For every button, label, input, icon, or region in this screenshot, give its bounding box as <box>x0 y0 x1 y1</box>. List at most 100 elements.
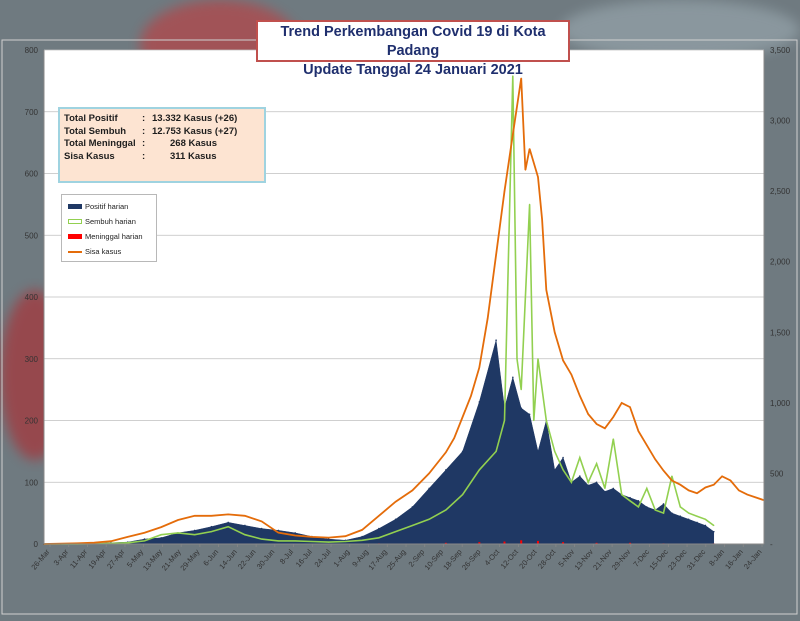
y-left-tick-label: 200 <box>25 417 39 426</box>
series-positif-point <box>687 518 690 521</box>
series-sembuh-point <box>629 500 631 502</box>
series-sembuh-point <box>654 509 656 511</box>
series-positif-point <box>160 537 163 539</box>
series-sembuh-point <box>328 541 330 543</box>
series-sisa-point <box>541 218 543 220</box>
series-sembuh-point <box>378 537 380 539</box>
chart-title-box: Trend Perkembangan Covid 19 di Kota Pada… <box>256 20 570 78</box>
series-sisa-point <box>395 501 397 503</box>
series-positif-point <box>579 475 581 477</box>
series-sembuh-point <box>604 487 606 490</box>
y-left-tick-label: 100 <box>25 478 39 487</box>
series-sisa-point <box>688 489 690 491</box>
series-sisa-point <box>227 513 229 515</box>
x-tick-label: 8-Jul <box>278 547 296 565</box>
series-sisa-point <box>487 317 489 319</box>
y-right-tick-label: 1,000 <box>770 399 791 408</box>
series-sisa-point <box>524 169 526 171</box>
x-tick-label: 20-Oct <box>517 547 539 571</box>
series-sembuh-point <box>177 532 179 534</box>
summary-value: 13.332 Kasus (+26) <box>152 113 238 124</box>
series-positif-point <box>461 450 464 453</box>
summary-label: Total Positif <box>64 113 118 124</box>
summary-label: Total Sembuh <box>64 125 127 137</box>
series-sembuh-point <box>512 75 514 77</box>
x-tick-label: 15-Dec <box>647 547 670 571</box>
series-sisa-point <box>160 526 162 528</box>
legend-swatch <box>68 219 82 224</box>
series-sembuh-point <box>478 469 480 471</box>
series-positif-point <box>520 407 523 409</box>
series-meninggal-bar <box>503 541 506 544</box>
series-sisa-point <box>512 134 514 136</box>
series-sembuh-point <box>503 419 506 422</box>
series-positif-point <box>704 524 707 527</box>
series-positif-point <box>512 376 514 379</box>
series-positif-point <box>277 529 280 532</box>
series-sisa-point <box>704 486 706 489</box>
series-meninggal-bar <box>629 542 632 544</box>
series-sembuh-point <box>688 512 690 514</box>
series-sisa-point <box>210 515 213 517</box>
summary-separator: : <box>142 113 146 124</box>
x-tick-label: 24-Jan <box>742 548 764 571</box>
series-sisa-point <box>612 416 614 418</box>
series-meninggal-bar <box>562 542 565 544</box>
series-sisa-point <box>127 536 129 538</box>
series-sisa-point <box>587 413 589 415</box>
y-right-tick-label: 3,500 <box>770 46 791 55</box>
series-positif-point <box>612 487 615 490</box>
x-tick-label: 26-Mar <box>29 547 51 571</box>
x-tick-label: 28-Oct <box>536 547 558 571</box>
series-positif-point <box>411 506 414 508</box>
series-sisa-point <box>261 520 263 523</box>
series-sisa-point <box>629 406 631 408</box>
summary-value: 268 Kasus <box>170 138 218 149</box>
series-sembuh-line <box>44 75 715 545</box>
series-sembuh-point <box>637 506 640 508</box>
x-tick-label: 25-Aug <box>385 548 407 572</box>
series-sembuh-point <box>704 518 706 520</box>
series-positif-point <box>227 521 229 524</box>
legend-item-sembuh: Sembuh harian <box>68 214 156 229</box>
series-meninggal-bar <box>478 542 481 544</box>
series-positif-point <box>445 469 447 471</box>
series-sisa-point <box>428 472 430 475</box>
series-sisa-point <box>528 148 531 150</box>
series-sisa-point <box>671 479 673 482</box>
series-sisa-point <box>478 366 480 369</box>
y-right-tick-label: 2,500 <box>770 187 791 196</box>
summary-separator: : <box>142 125 146 137</box>
summary-value: 12.753 Kasus (+27) <box>152 125 238 137</box>
series-sembuh-point <box>621 494 623 496</box>
series-positif-point <box>587 484 589 487</box>
series-positif-point <box>671 512 673 514</box>
series-sisa-point <box>746 494 748 496</box>
series-sembuh-point <box>445 509 447 511</box>
y-left-tick-label: 300 <box>25 355 39 364</box>
series-meninggal-bar <box>536 540 539 544</box>
series-sembuh-point <box>516 358 518 360</box>
x-tick-label: 29-Nov <box>610 547 633 571</box>
series-sembuh-point <box>462 494 464 496</box>
x-tick-label: 23-Dec <box>666 547 689 571</box>
series-sembuh-point <box>533 419 535 422</box>
series-sisa-point <box>462 416 464 418</box>
series-sisa-point <box>621 402 623 404</box>
series-sembuh-point <box>570 481 573 483</box>
series-positif-point <box>562 456 564 459</box>
summary-row-sembuh: Total Sembuh : 12.753 Kasus (+27) <box>64 126 264 139</box>
series-sembuh-point <box>495 450 497 452</box>
x-tick-label: 27-Apr <box>105 547 127 570</box>
series-sembuh-point <box>612 438 614 440</box>
series-sisa-point <box>503 190 506 192</box>
x-tick-label: 22-Jun <box>236 548 258 571</box>
series-positif-point <box>696 521 698 524</box>
x-tick-label: 13-Nov <box>572 547 595 571</box>
series-sisa-point <box>721 475 723 477</box>
summary-separator: : <box>142 138 146 149</box>
series-positif-point <box>595 481 598 484</box>
series-sisa-point <box>738 489 740 491</box>
summary-row-meninggal: Total Meninggal : 268 Kasus <box>64 138 264 151</box>
